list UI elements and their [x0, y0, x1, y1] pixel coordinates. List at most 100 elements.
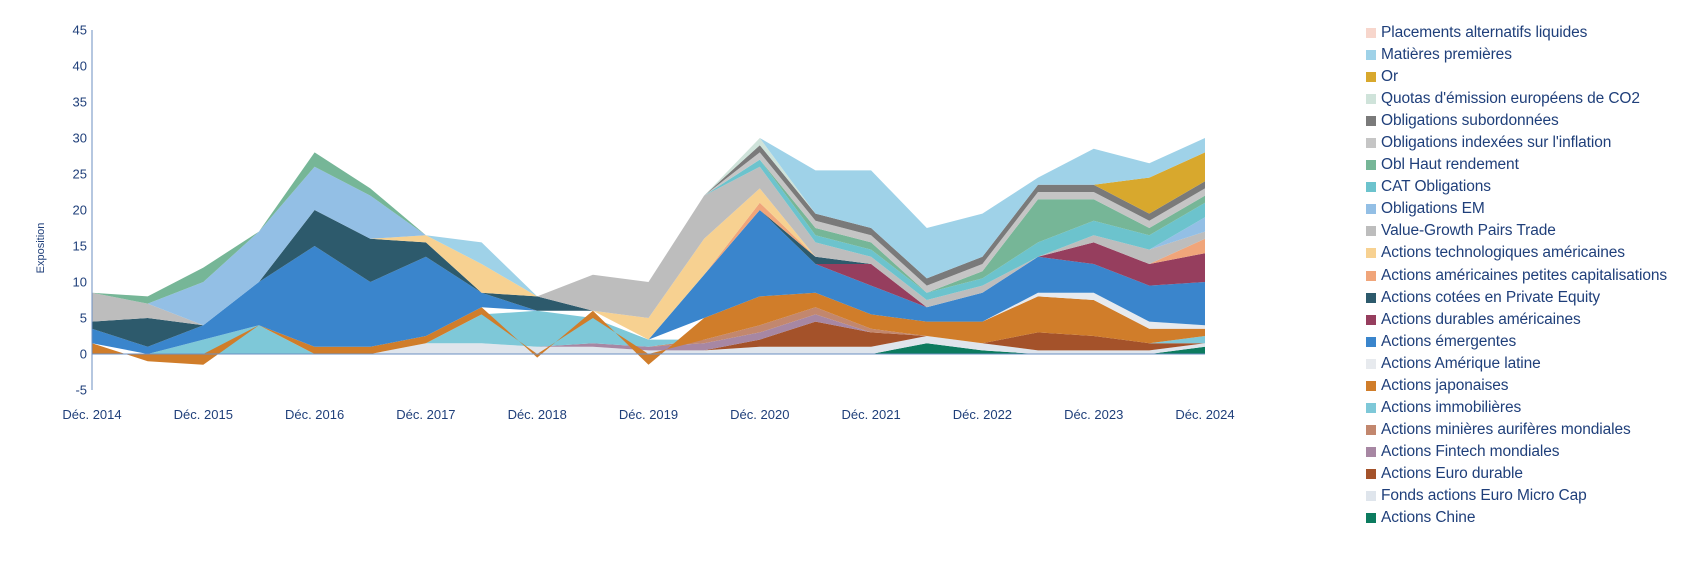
legend-item-actions-immobilieres: Actions immobilières	[1366, 397, 1667, 419]
legend-swatch	[1366, 72, 1376, 83]
legend-item-placements-alternatifs-liquides: Placements alternatifs liquides	[1366, 22, 1667, 44]
legend-label: Value-Growth Pairs Trade	[1381, 222, 1556, 240]
legend-label: Actions Chine	[1381, 509, 1476, 527]
y-tick-label: 25	[73, 167, 87, 182]
series-area-matieres-premieres	[92, 138, 1205, 297]
series-area-obligations-em	[92, 166, 1205, 326]
series-area-obl-haut-rendement	[92, 152, 1205, 304]
series-area-actions-immobilieres	[92, 307, 1205, 354]
legend-swatch	[1366, 226, 1376, 237]
legend-swatch	[1366, 138, 1376, 149]
legend-item-actions-emergentes: Actions émergentes	[1366, 331, 1667, 353]
stacked-area-layers	[92, 138, 1205, 365]
chart-legend: Placements alternatifs liquides Matières …	[1366, 22, 1667, 529]
y-tick-label: 0	[80, 347, 87, 362]
legend-swatch	[1366, 513, 1376, 524]
legend-swatch	[1366, 204, 1376, 215]
legend-label: Actions Amérique latine	[1381, 354, 1541, 372]
legend-item-actions-fintech-mondiales: Actions Fintech mondiales	[1366, 441, 1667, 463]
x-tick-label: Déc. 2017	[396, 407, 455, 422]
legend-item-actions-euro-durable: Actions Euro durable	[1366, 463, 1667, 485]
legend-swatch	[1366, 358, 1376, 369]
x-tick-label: Déc. 2020	[730, 407, 789, 422]
series-area-value-growth-pairs-trade	[92, 166, 1205, 326]
legend-label: Actions japonaises	[1381, 376, 1509, 394]
series-area-fonds-actions-euro-micro-cap	[92, 336, 1205, 354]
legend-swatch	[1366, 116, 1376, 127]
series-area-actions-emergentes	[92, 210, 1205, 354]
legend-swatch	[1366, 292, 1376, 303]
y-tick-label: 35	[73, 95, 87, 110]
legend-item-actions-chine: Actions Chine	[1366, 507, 1667, 529]
y-tick-label: 15	[73, 239, 87, 254]
legend-label: Actions minières aurifères mondiales	[1381, 420, 1631, 438]
legend-swatch	[1366, 182, 1376, 193]
legend-label: Actions américaines petites capitalisati…	[1381, 266, 1668, 284]
x-tick-label: Déc. 2016	[285, 407, 344, 422]
y-tick-label: 10	[73, 275, 87, 290]
legend-label: Obligations indexées sur l'inflation	[1381, 134, 1612, 152]
x-tick-label: Déc. 2021	[841, 407, 900, 422]
legend-swatch	[1366, 248, 1376, 259]
legend-item-actions-japonaises: Actions japonaises	[1366, 375, 1667, 397]
legend-label: Actions durables américaines	[1381, 310, 1581, 328]
legend-swatch	[1366, 468, 1376, 479]
legend-label: Actions immobilières	[1381, 398, 1522, 416]
y-tick-label: 30	[73, 131, 87, 146]
legend-item-actions-amerique-latine: Actions Amérique latine	[1366, 353, 1667, 375]
legend-swatch	[1366, 380, 1376, 391]
legend-swatch	[1366, 270, 1376, 281]
legend-swatch	[1366, 446, 1376, 457]
legend-item-fonds-actions-euro-micro-cap: Fonds actions Euro Micro Cap	[1366, 485, 1667, 507]
legend-item-obl-haut-rendement: Obl Haut rendement	[1366, 154, 1667, 176]
y-tick-label: 45	[73, 23, 87, 38]
exposure-stacked-area-chart: 45 40 35 30 25 20 15 10 5 0 -5 Déc. 2014 Déc. 2015 Dé…	[35, 23, 1235, 423]
x-tick-label: Déc. 2022	[953, 407, 1012, 422]
legend-item-actions-americaines-petites-capitalisations: Actions américaines petites capitalisati…	[1366, 265, 1667, 287]
legend-label: Quotas d'émission européens de CO2	[1381, 90, 1640, 108]
legend-swatch	[1366, 424, 1376, 435]
legend-label: Obligations subordonnées	[1381, 112, 1559, 130]
legend-item-actions-cotees-en-private-equity: Actions cotées en Private Equity	[1366, 287, 1667, 309]
series-area-actions-cotees-en-private-equity	[92, 210, 1205, 347]
legend-label: Or	[1381, 68, 1399, 86]
legend-item-obligations-subordonnees: Obligations subordonnées	[1366, 110, 1667, 132]
legend-item-cat-obligations: CAT Obligations	[1366, 176, 1667, 198]
legend-label: Actions technologiques américaines	[1381, 244, 1625, 262]
legend-label: Obl Haut rendement	[1381, 156, 1519, 174]
legend-item-actions-durables-americaines: Actions durables américaines	[1366, 309, 1667, 331]
legend-swatch	[1366, 94, 1376, 105]
legend-label: Placements alternatifs liquides	[1381, 24, 1588, 42]
legend-label: Actions Fintech mondiales	[1381, 442, 1560, 460]
legend-swatch	[1366, 160, 1376, 171]
series-area-actions-amerique-latine	[92, 292, 1205, 354]
x-tick-label: Déc. 2024	[1175, 407, 1234, 422]
legend-swatch	[1366, 50, 1376, 61]
y-tick-label: 20	[73, 203, 87, 218]
legend-label: Actions Euro durable	[1381, 464, 1523, 482]
legend-label: Actions cotées en Private Equity	[1381, 288, 1601, 306]
legend-item-quotas-d-emission-europeens-de-co2: Quotas d'émission européens de CO2	[1366, 88, 1667, 110]
series-area-actions-chine	[92, 343, 1205, 354]
legend-label: Fonds actions Euro Micro Cap	[1381, 487, 1587, 504]
chart-axes: 45 40 35 30 25 20 15 10 5 0 -5 Déc. 2014 Déc. 2015 Dé…	[62, 23, 1234, 423]
x-tick-label: Déc. 2014	[62, 407, 121, 422]
legend-item-actions-technologiques-americaines: Actions technologiques américaines	[1366, 242, 1667, 264]
x-tick-label: Déc. 2018	[508, 407, 567, 422]
legend-label: CAT Obligations	[1381, 178, 1491, 196]
legend-label: Actions émergentes	[1381, 332, 1517, 350]
legend-item-or: Or	[1366, 66, 1667, 88]
y-tick-label: 5	[80, 311, 87, 326]
legend-item-obligations-indexees-sur-l-inflation: Obligations indexées sur l'inflation	[1366, 132, 1667, 154]
legend-item-matieres-premieres: Matières premières	[1366, 44, 1667, 66]
legend-swatch	[1366, 336, 1376, 347]
x-tick-label: Déc. 2015	[174, 407, 233, 422]
x-tick-label: Déc. 2019	[619, 407, 678, 422]
y-tick-label: 40	[73, 59, 87, 74]
legend-label: Matières premières	[1381, 46, 1512, 64]
legend-item-value-growth-pairs-trade: Value-Growth Pairs Trade	[1366, 220, 1667, 242]
legend-item-obligations-em: Obligations EM	[1366, 198, 1667, 220]
legend-swatch	[1366, 402, 1376, 413]
legend-swatch	[1366, 314, 1376, 325]
legend-item-actions-minieres-auriferes-mondiales: Actions minières aurifères mondiales	[1366, 419, 1667, 441]
